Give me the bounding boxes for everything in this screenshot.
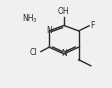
Text: 3: 3 [33,18,36,23]
Text: F: F [90,21,94,30]
Text: OH: OH [58,7,70,16]
Text: N: N [61,49,67,58]
Text: NH: NH [23,14,34,23]
Text: Cl: Cl [30,48,37,57]
Text: N: N [46,26,52,35]
